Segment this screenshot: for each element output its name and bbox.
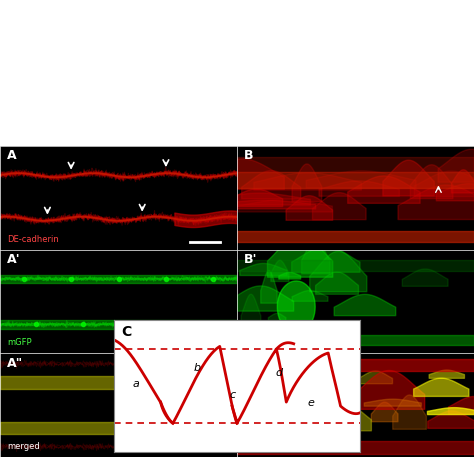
Text: b: b [194, 362, 201, 372]
Text: d: d [275, 368, 283, 378]
Text: C: C [121, 325, 131, 339]
Text: merged: merged [7, 442, 40, 451]
Text: B': B' [244, 253, 257, 266]
Text: e: e [308, 399, 314, 409]
Text: B: B [244, 149, 254, 162]
Text: a: a [133, 378, 139, 388]
Text: A: A [7, 149, 17, 162]
Text: B": B" [244, 356, 260, 370]
Text: A': A' [7, 253, 21, 266]
Polygon shape [249, 379, 296, 441]
Text: A": A" [7, 356, 23, 370]
Text: mGFP: mGFP [7, 338, 32, 347]
Text: c: c [229, 390, 235, 400]
Polygon shape [277, 281, 315, 333]
Text: DE-cadherin: DE-cadherin [7, 234, 59, 244]
